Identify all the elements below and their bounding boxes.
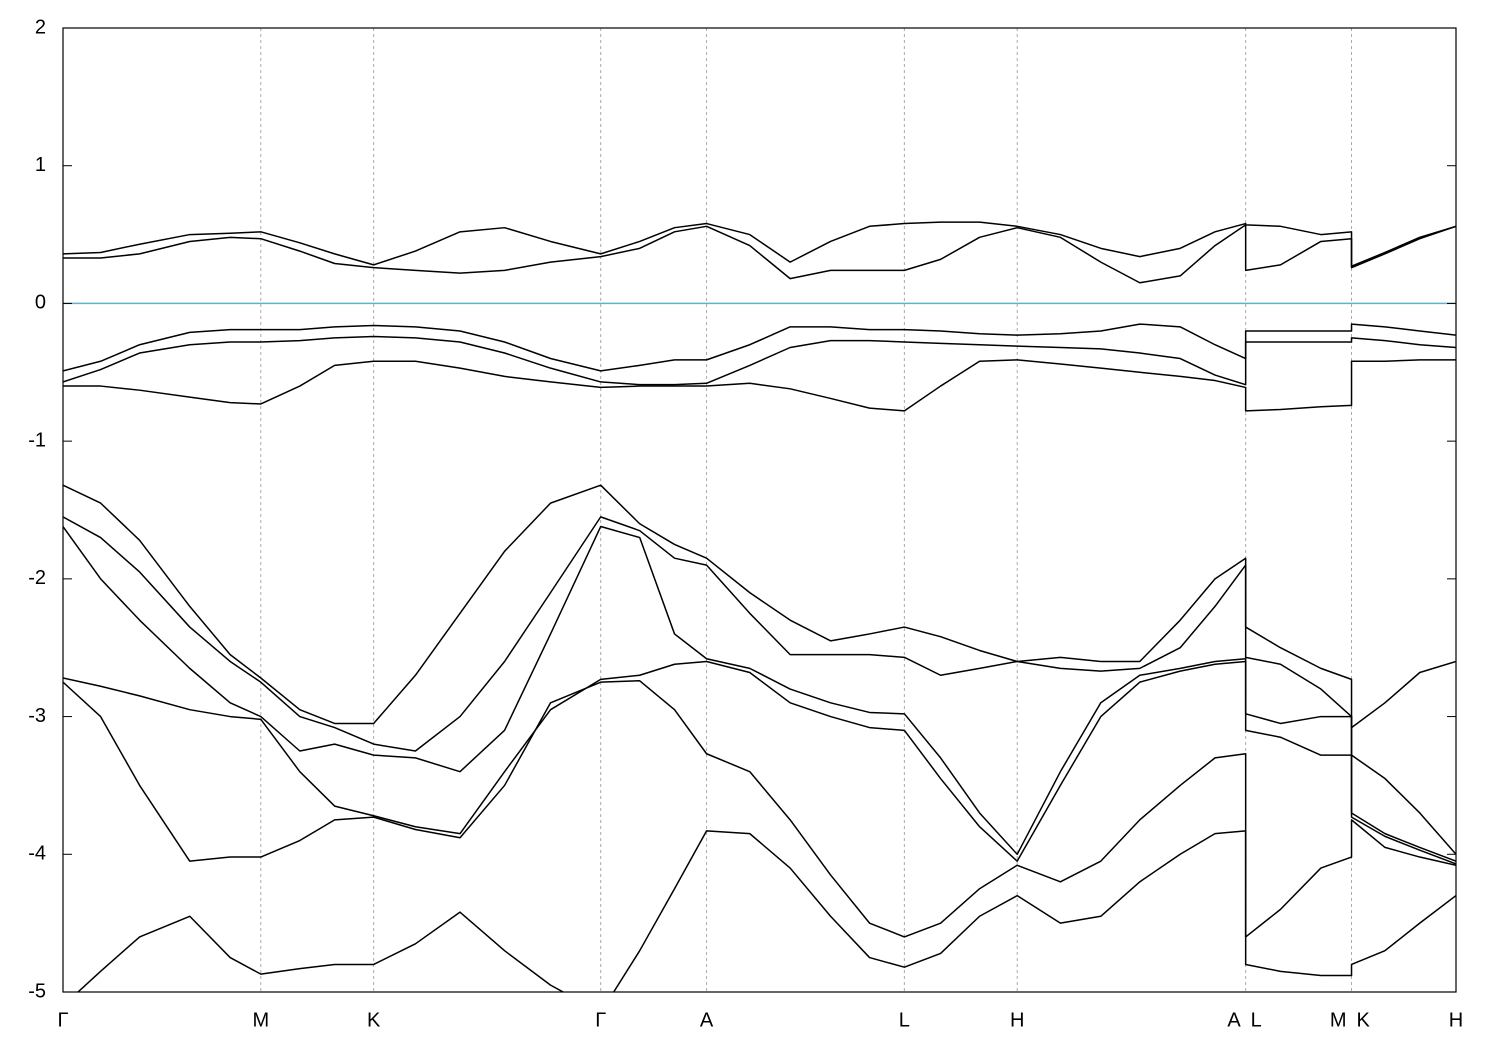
y-tick-label: -1 [28,429,46,451]
y-tick-label: -2 [28,567,46,589]
x-tick-label: L [899,1009,910,1031]
band-line [63,224,1456,284]
band-line [63,660,1456,865]
band-line [63,525,1456,862]
band-line [76,830,1456,992]
band-line [63,359,1456,412]
x-tick-label: Γ [595,1009,606,1031]
x-tick-label: A [1227,1009,1241,1031]
plot-frame [62,27,1457,993]
x-tick-label: M [252,1009,269,1031]
y-tick-label: 1 [35,154,46,176]
x-tick-label: A [700,1009,714,1031]
x-tick-label: M [1330,1009,1347,1031]
band-line [63,516,1456,855]
x-tick-label: K [1357,1009,1371,1031]
band-line [63,323,1456,372]
x-tick-label: H [1449,1009,1463,1031]
band-line [63,680,1456,938]
y-tick-label: -3 [28,705,46,727]
x-tick-label: H [1010,1009,1024,1031]
band-line [63,221,1456,267]
x-tick-label: L [1251,1009,1262,1031]
x-tick-label: Γ [57,1009,68,1031]
grid [260,28,1353,992]
band-line [63,335,1456,386]
y-tick-label: -5 [28,980,46,1002]
y-tick-label: -4 [28,843,46,865]
y-tick-label: 0 [35,292,46,314]
x-tick-label: K [367,1009,381,1031]
band-line [63,484,1456,729]
plot-area [63,221,1456,992]
y-tick-label: 2 [35,16,46,38]
